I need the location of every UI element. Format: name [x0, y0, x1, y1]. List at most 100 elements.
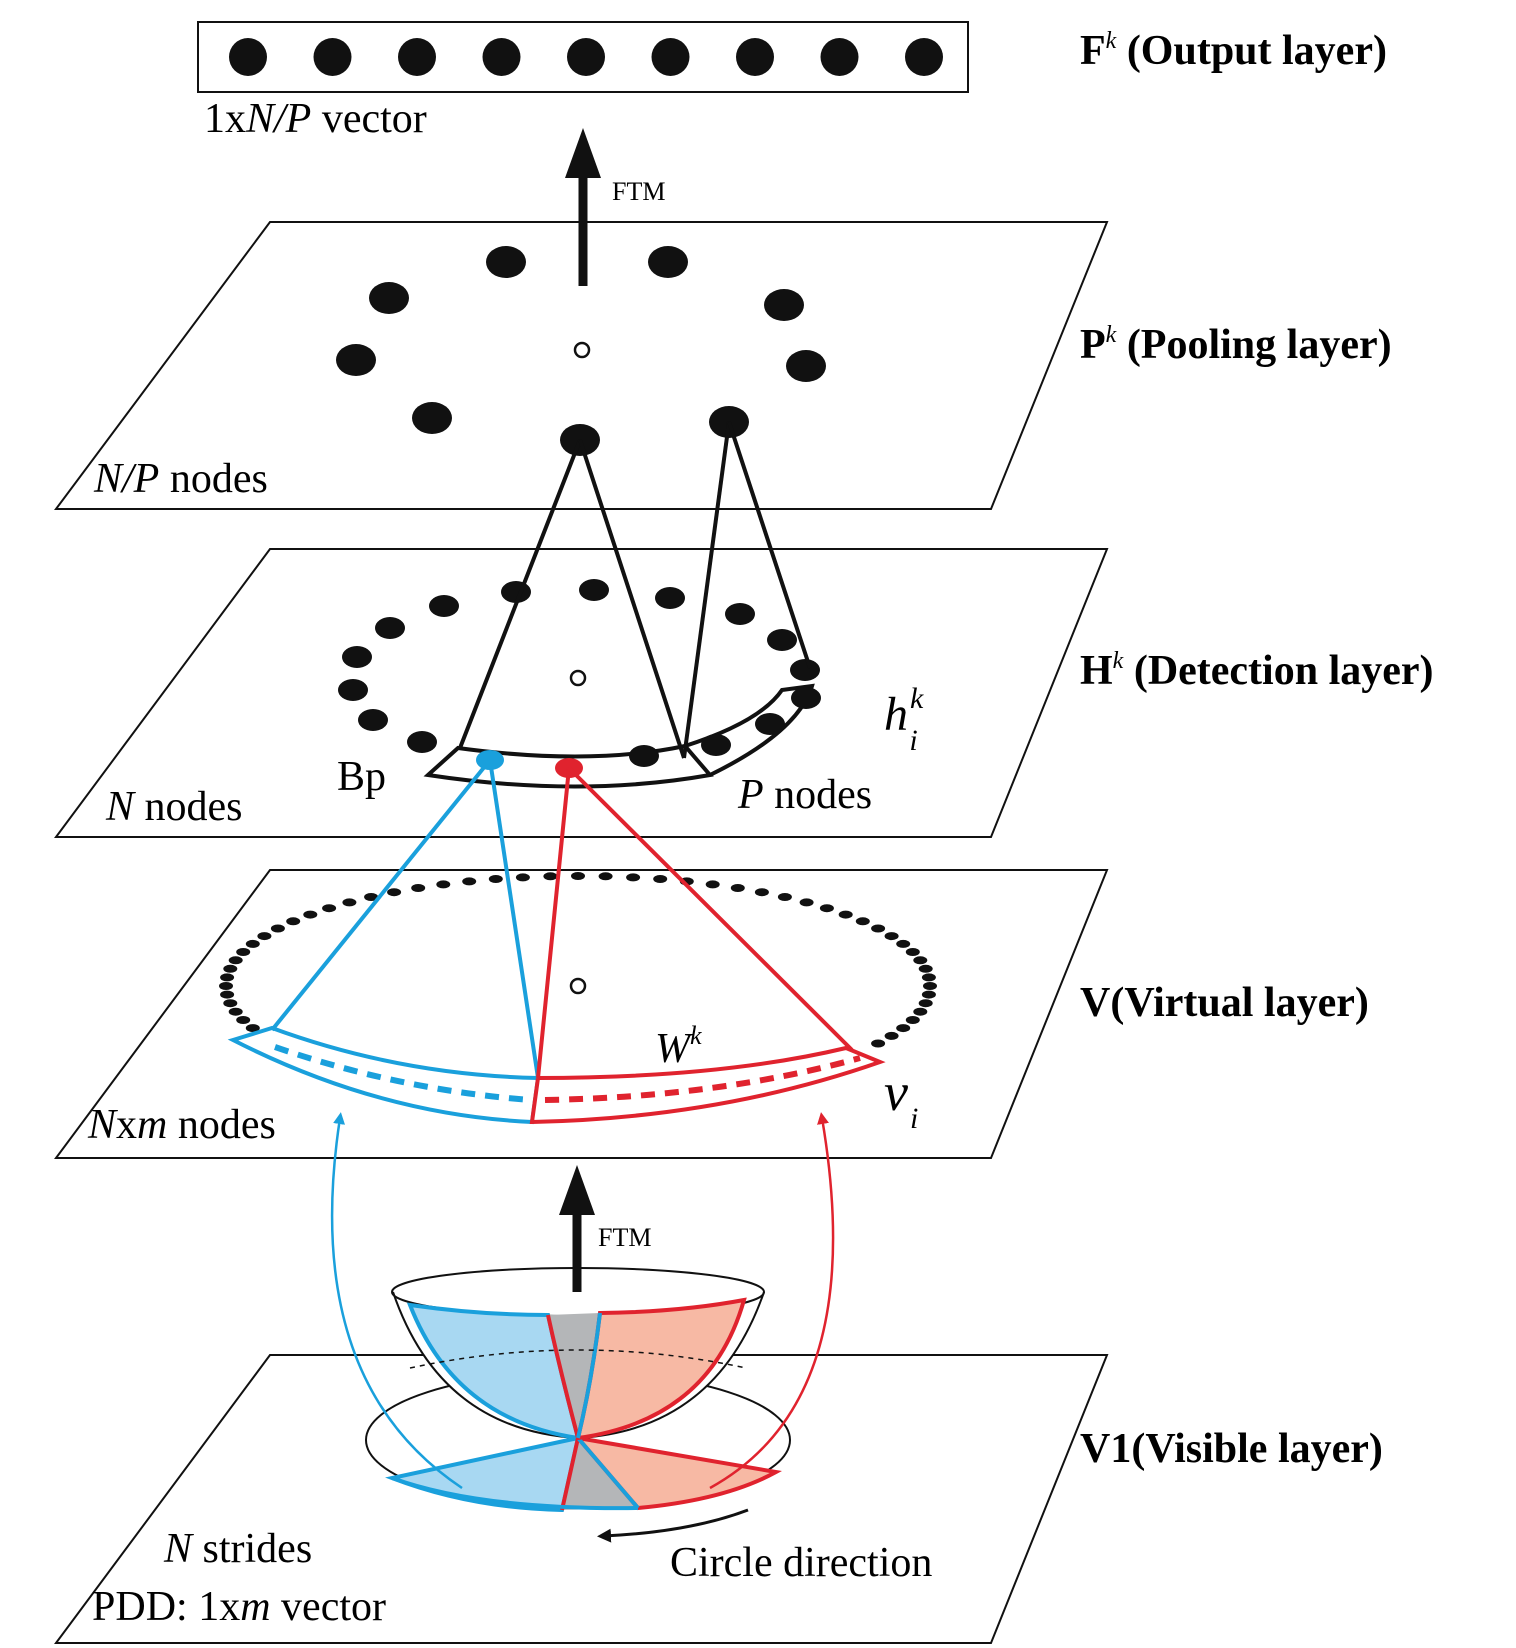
output-node — [398, 38, 436, 76]
disc-sector-gray — [562, 1438, 638, 1510]
pooling-plane — [54, 221, 1109, 510]
pooling-node — [486, 246, 526, 278]
visible-layer: Circle direction N strides PDD: 1xm vect… — [54, 1112, 1383, 1644]
virtual-band-red — [529, 1045, 886, 1125]
virtual-node — [884, 1031, 899, 1040]
virtual-node — [777, 893, 792, 901]
v-i-label: vi — [884, 1062, 918, 1135]
virtual-node — [245, 1024, 260, 1033]
virtual-node — [462, 877, 477, 886]
virtual-layer: Wk vi Nxm nodes V(Virtual layer) — [54, 758, 1369, 1159]
virtual-node — [923, 982, 937, 990]
visible-layer-title: V1(Visible layer) — [1080, 1426, 1383, 1472]
virtual-center-marker — [569, 977, 587, 995]
detection-node — [342, 646, 372, 668]
pooling-nodes-label: N/P nodes — [93, 456, 268, 502]
circle-direction-arrow — [597, 1508, 749, 1543]
virtual-node — [223, 999, 238, 1008]
blue-connection-b — [488, 759, 540, 1079]
red-connection-b — [567, 766, 854, 1052]
detection-node — [791, 687, 821, 709]
bowl-gray-region — [548, 1313, 600, 1438]
pooling-node — [336, 344, 376, 376]
virtual-node — [918, 999, 933, 1008]
pooling-node — [786, 350, 826, 382]
pooling-center-marker — [573, 341, 591, 359]
virtual-node — [543, 872, 558, 881]
blue-connection-a — [270, 758, 492, 1032]
pooling-window-band — [423, 743, 714, 789]
pooling-window-band-right — [684, 683, 815, 777]
output-layer: 1xN/P vector Fk (Output layer) — [197, 21, 1387, 142]
pooling-nodes — [336, 246, 826, 456]
virtual-node — [918, 964, 933, 973]
detection-node — [375, 617, 405, 639]
virtual-node — [364, 893, 379, 901]
ftm-label-top: FTM — [612, 177, 665, 206]
detection-layer-title: Hk (Detection layer) — [1080, 648, 1434, 694]
virtual-node — [913, 956, 928, 965]
pool-connection-1b — [578, 439, 686, 759]
pooling-node — [648, 246, 688, 278]
output-node — [229, 38, 267, 76]
detection-nodes — [338, 579, 821, 767]
virtual-node — [871, 924, 886, 933]
virtual-node — [228, 1007, 243, 1016]
virtual-node — [219, 982, 233, 990]
pooling-node — [412, 402, 452, 434]
output-node — [482, 38, 521, 76]
bowl-hidden-edge — [409, 1349, 747, 1369]
virtual-node — [236, 1016, 251, 1024]
detection-node — [429, 595, 459, 617]
virtual-layer-title: V(Virtual layer) — [1080, 980, 1369, 1026]
virtual-node — [754, 888, 769, 897]
detection-node — [767, 629, 797, 651]
virtual-node — [342, 898, 357, 907]
virtual-node — [436, 880, 451, 889]
output-vector-label: 1xN/P vector — [204, 96, 427, 142]
red-connection-a — [536, 767, 571, 1079]
detection-node — [701, 734, 731, 756]
virtual-node — [220, 990, 235, 999]
virtual-node — [598, 872, 613, 881]
detection-node — [725, 603, 755, 625]
detection-node — [629, 745, 659, 767]
output-layer-title: Fk (Output layer) — [1080, 28, 1387, 74]
output-nodes — [229, 38, 943, 76]
virtual-node — [921, 990, 936, 999]
virtual-node — [270, 924, 285, 933]
virtual-node — [896, 1024, 911, 1033]
virtual-node — [303, 910, 318, 919]
virtual-node — [730, 884, 745, 892]
output-node — [905, 38, 943, 76]
output-node — [736, 38, 774, 76]
pooling-layer-title: Pk (Pooling layer) — [1080, 322, 1392, 368]
bp-label: Bp — [337, 754, 386, 800]
virtual-node — [220, 973, 235, 982]
pooling-layer: N/P nodes Pk (Pooling layer) — [54, 221, 1392, 510]
virtual-node-ring — [219, 872, 937, 1048]
output-vector-box — [197, 21, 969, 93]
virtual-node — [387, 888, 402, 897]
circle-direction-label: Circle direction — [670, 1540, 932, 1586]
detection-node — [755, 713, 785, 735]
virtual-nodes-label: Nxm nodes — [87, 1102, 276, 1148]
virtual-node — [245, 939, 260, 948]
pdd-label: PDD: 1xm vector — [92, 1584, 386, 1630]
pool-connection-2b — [727, 421, 812, 669]
virtual-node — [571, 872, 585, 880]
detection-center-marker — [569, 669, 587, 687]
h-ik-label: hk i — [884, 682, 924, 757]
virtual-node — [896, 939, 911, 948]
visible-plane — [54, 1354, 1109, 1644]
pooling-node — [369, 282, 409, 314]
blue-curve-arrow — [330, 1112, 463, 1490]
w-k-label: Wk — [655, 1021, 702, 1072]
virtual-dots-blue — [274, 1044, 531, 1103]
virtual-node — [236, 948, 251, 956]
detection-node — [579, 579, 609, 601]
virtual-node — [705, 880, 720, 889]
virtual-node — [838, 910, 853, 919]
pool-connection-2a — [682, 421, 731, 759]
